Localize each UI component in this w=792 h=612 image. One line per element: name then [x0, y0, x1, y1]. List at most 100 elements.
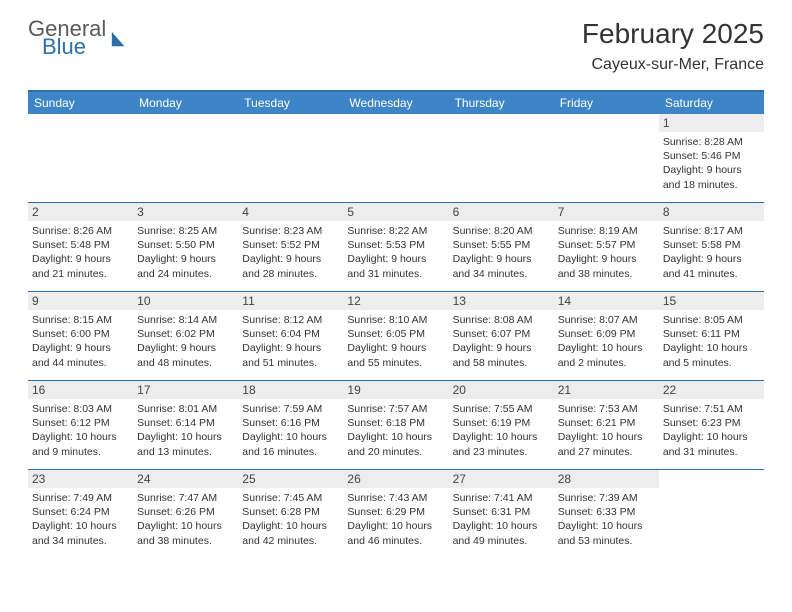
dow-friday: Friday: [554, 92, 659, 114]
sunrise: Sunrise: 8:26 AM: [32, 224, 129, 238]
sunset: Sunset: 6:26 PM: [137, 505, 234, 519]
day-info: Sunrise: 8:14 AMSunset: 6:02 PMDaylight:…: [137, 313, 234, 370]
sunset: Sunset: 6:11 PM: [663, 327, 760, 341]
day-number: 20: [449, 381, 554, 399]
daylight: Daylight: 10 hours and 23 minutes.: [453, 430, 550, 458]
day-cell: 12Sunrise: 8:10 AMSunset: 6:05 PMDayligh…: [343, 292, 448, 380]
sunset: Sunset: 6:16 PM: [242, 416, 339, 430]
day-info: Sunrise: 8:15 AMSunset: 6:00 PMDaylight:…: [32, 313, 129, 370]
day-number: 2: [28, 203, 133, 221]
day-cell: [554, 114, 659, 202]
sunset: Sunset: 6:29 PM: [347, 505, 444, 519]
daylight: Daylight: 10 hours and 38 minutes.: [137, 519, 234, 547]
sunset: Sunset: 6:23 PM: [663, 416, 760, 430]
day-number: 24: [133, 470, 238, 488]
day-number: 7: [554, 203, 659, 221]
sunrise: Sunrise: 7:51 AM: [663, 402, 760, 416]
day-info: Sunrise: 7:57 AMSunset: 6:18 PMDaylight:…: [347, 402, 444, 459]
sunset: Sunset: 6:18 PM: [347, 416, 444, 430]
day-number: 11: [238, 292, 343, 310]
week-row: 23 Sunrise: 7:49 AMSunset: 6:24 PMDayligh…: [28, 469, 764, 558]
sunrise: Sunrise: 7:49 AM: [32, 491, 129, 505]
sunrise: Sunrise: 8:07 AM: [558, 313, 655, 327]
day-info: Sunrise: 7:49 AMSunset: 6:24 PMDaylight:…: [32, 491, 129, 548]
calendar: Sunday Monday Tuesday Wednesday Thursday…: [28, 90, 764, 558]
day-cell: [449, 114, 554, 202]
sunrise: Sunrise: 8:10 AM: [347, 313, 444, 327]
daylight: Daylight: 9 hours and 55 minutes.: [347, 341, 444, 369]
sunset: Sunset: 6:28 PM: [242, 505, 339, 519]
daylight: Daylight: 9 hours and 38 minutes.: [558, 252, 655, 280]
sunset: Sunset: 5:52 PM: [242, 238, 339, 252]
day-number: 19: [343, 381, 448, 399]
daylight: Daylight: 9 hours and 58 minutes.: [453, 341, 550, 369]
sunset: Sunset: 6:19 PM: [453, 416, 550, 430]
day-info: Sunrise: 8:12 AMSunset: 6:04 PMDaylight:…: [242, 313, 339, 370]
day-cell: 17 Sunrise: 8:01 AMSunset: 6:14 PMDayligh…: [133, 381, 238, 469]
dow-row: Sunday Monday Tuesday Wednesday Thursday…: [28, 92, 764, 114]
dow-thursday: Thursday: [449, 92, 554, 114]
dow-monday: Monday: [133, 92, 238, 114]
day-number: 23: [28, 470, 133, 488]
sunrise: Sunrise: 7:45 AM: [242, 491, 339, 505]
day-number: 15: [659, 292, 764, 310]
day-cell: 8Sunrise: 8:17 AMSunset: 5:58 PMDaylight…: [659, 203, 764, 291]
day-info: Sunrise: 8:01 AMSunset: 6:14 PMDaylight:…: [137, 402, 234, 459]
logo: General Blue: [28, 18, 128, 58]
sunrise: Sunrise: 8:28 AM: [663, 135, 760, 149]
sunset: Sunset: 6:02 PM: [137, 327, 234, 341]
day-number: 17: [133, 381, 238, 399]
daylight: Daylight: 9 hours and 31 minutes.: [347, 252, 444, 280]
day-cell: 28Sunrise: 7:39 AMSunset: 6:33 PMDayligh…: [554, 470, 659, 558]
daylight: Daylight: 9 hours and 48 minutes.: [137, 341, 234, 369]
day-cell: 22 Sunrise: 7:51 AMSunset: 6:23 PMDayligh…: [659, 381, 764, 469]
day-number: 6: [449, 203, 554, 221]
daylight: Daylight: 10 hours and 5 minutes.: [663, 341, 760, 369]
daylight: Daylight: 10 hours and 46 minutes.: [347, 519, 444, 547]
day-number: 22: [659, 381, 764, 399]
day-info: Sunrise: 8:03 AMSunset: 6:12 PMDaylight:…: [32, 402, 129, 459]
day-cell: 26 Sunrise: 7:43 AMSunset: 6:29 PMDayligh…: [343, 470, 448, 558]
day-cell: 9Sunrise: 8:15 AMSunset: 6:00 PMDaylight…: [28, 292, 133, 380]
day-cell: [343, 114, 448, 202]
sunset: Sunset: 5:46 PM: [663, 149, 760, 163]
day-cell: [28, 114, 133, 202]
daylight: Daylight: 10 hours and 49 minutes.: [453, 519, 550, 547]
sunrise: Sunrise: 7:47 AM: [137, 491, 234, 505]
day-cell: 7 Sunrise: 8:19 AMSunset: 5:57 PMDaylight…: [554, 203, 659, 291]
day-number: 26: [343, 470, 448, 488]
daylight: Daylight: 10 hours and 34 minutes.: [32, 519, 129, 547]
day-info: Sunrise: 8:19 AMSunset: 5:57 PMDaylight:…: [558, 224, 655, 281]
sunrise: Sunrise: 8:12 AM: [242, 313, 339, 327]
sunrise: Sunrise: 8:19 AM: [558, 224, 655, 238]
day-number: 25: [238, 470, 343, 488]
day-info: Sunrise: 7:45 AMSunset: 6:28 PMDaylight:…: [242, 491, 339, 548]
day-info: Sunrise: 8:20 AMSunset: 5:55 PMDaylight:…: [453, 224, 550, 281]
sunrise: Sunrise: 8:08 AM: [453, 313, 550, 327]
header: General Blue February 2025 Cayeux-sur-Me…: [0, 0, 792, 82]
day-info: Sunrise: 8:10 AMSunset: 6:05 PMDaylight:…: [347, 313, 444, 370]
sunset: Sunset: 6:05 PM: [347, 327, 444, 341]
day-info: Sunrise: 8:05 AMSunset: 6:11 PMDaylight:…: [663, 313, 760, 370]
day-cell: 24 Sunrise: 7:47 AMSunset: 6:26 PMDayligh…: [133, 470, 238, 558]
day-info: Sunrise: 7:51 AMSunset: 6:23 PMDaylight:…: [663, 402, 760, 459]
day-cell: 10Sunrise: 8:14 AMSunset: 6:02 PMDayligh…: [133, 292, 238, 380]
day-cell: 6 Sunrise: 8:20 AMSunset: 5:55 PMDaylight…: [449, 203, 554, 291]
week-row: 1Sunrise: 8:28 AMSunset: 5:46 PMDaylight…: [28, 114, 764, 202]
sunset: Sunset: 5:53 PM: [347, 238, 444, 252]
day-cell: 1Sunrise: 8:28 AMSunset: 5:46 PMDaylight…: [659, 114, 764, 202]
daylight: Daylight: 10 hours and 2 minutes.: [558, 341, 655, 369]
sunrise: Sunrise: 8:22 AM: [347, 224, 444, 238]
day-info: Sunrise: 7:43 AMSunset: 6:29 PMDaylight:…: [347, 491, 444, 548]
sunset: Sunset: 6:00 PM: [32, 327, 129, 341]
day-info: Sunrise: 7:59 AMSunset: 6:16 PMDaylight:…: [242, 402, 339, 459]
month-title: February 2025: [582, 18, 764, 50]
sunset: Sunset: 6:04 PM: [242, 327, 339, 341]
daylight: Daylight: 10 hours and 16 minutes.: [242, 430, 339, 458]
daylight: Daylight: 10 hours and 31 minutes.: [663, 430, 760, 458]
sunrise: Sunrise: 8:25 AM: [137, 224, 234, 238]
sunset: Sunset: 6:31 PM: [453, 505, 550, 519]
logo-sail-icon: [110, 30, 128, 48]
dow-tuesday: Tuesday: [238, 92, 343, 114]
day-info: Sunrise: 8:23 AMSunset: 5:52 PMDaylight:…: [242, 224, 339, 281]
